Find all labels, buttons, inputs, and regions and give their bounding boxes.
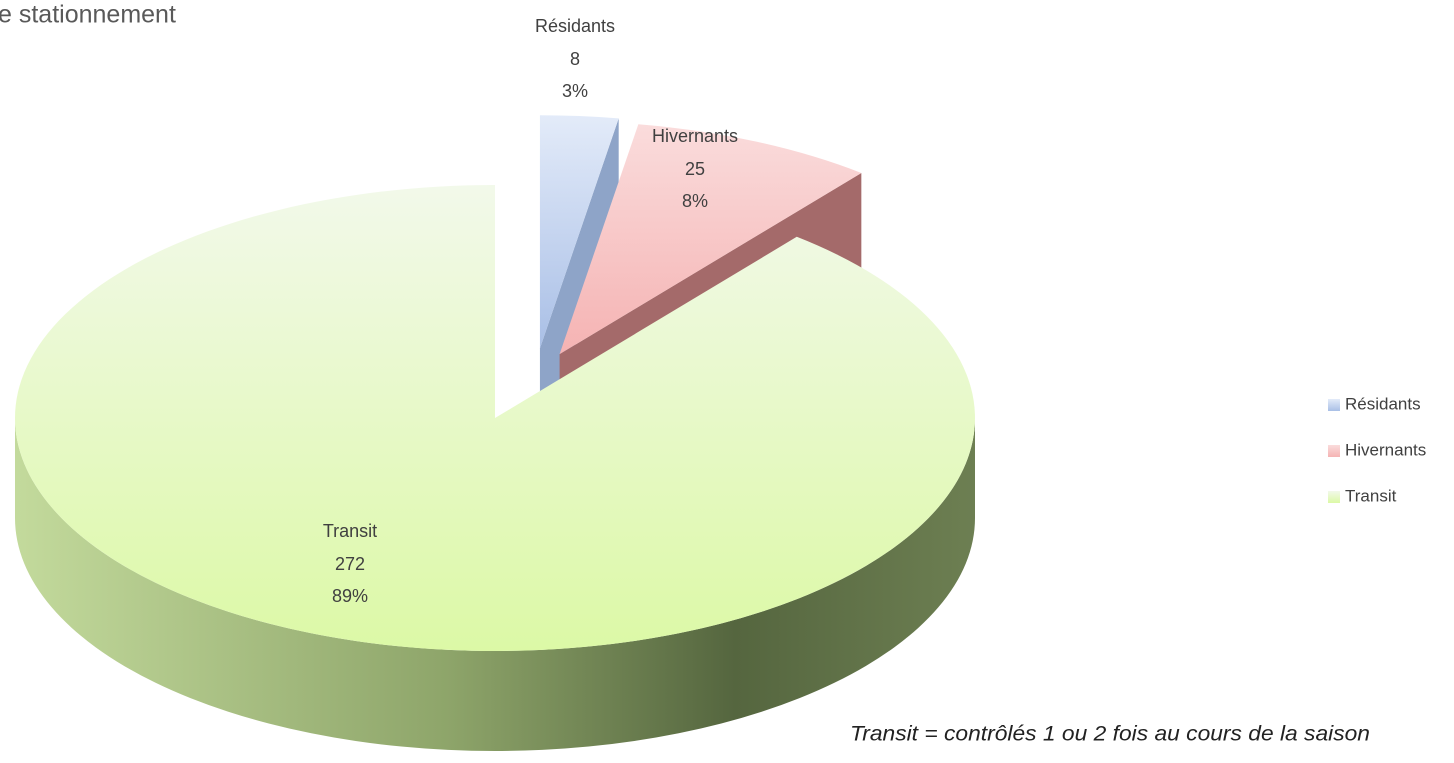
- annotation: Transit = contrôlés 1 ou 2 fois au cours…: [850, 723, 1370, 746]
- legend-label: Transit: [1345, 486, 1397, 505]
- pie: [14, 115, 975, 751]
- slice: [14, 185, 975, 651]
- legend-swatch: [1328, 491, 1340, 503]
- legend-swatch: [1328, 445, 1340, 457]
- data-label-value: 272: [335, 554, 365, 574]
- slice: [559, 124, 862, 355]
- chart-title: e stationnement: [0, 1, 176, 29]
- data-label-name: Résidants: [535, 16, 615, 36]
- legend-swatch: [1328, 399, 1340, 411]
- data-label-percent: 89%: [332, 586, 368, 606]
- data-label-percent: 8%: [682, 191, 708, 211]
- slice-side: [15, 418, 975, 751]
- legend: Résidants Hivernants Transit: [1328, 394, 1426, 505]
- slice: [539, 115, 619, 349]
- data-labels: Résidants 8 3% Hivernants 25 8% Transit 272 89%: [323, 16, 738, 606]
- legend-label: Résidants: [1345, 394, 1421, 413]
- data-label-percent: 3%: [562, 81, 588, 101]
- legend-label: Hivernants: [1345, 440, 1426, 459]
- data-label-name: Transit: [323, 521, 377, 541]
- data-label-name: Hivernants: [652, 126, 738, 146]
- data-label-value: 8: [570, 49, 580, 69]
- data-label-value: 25: [685, 159, 705, 179]
